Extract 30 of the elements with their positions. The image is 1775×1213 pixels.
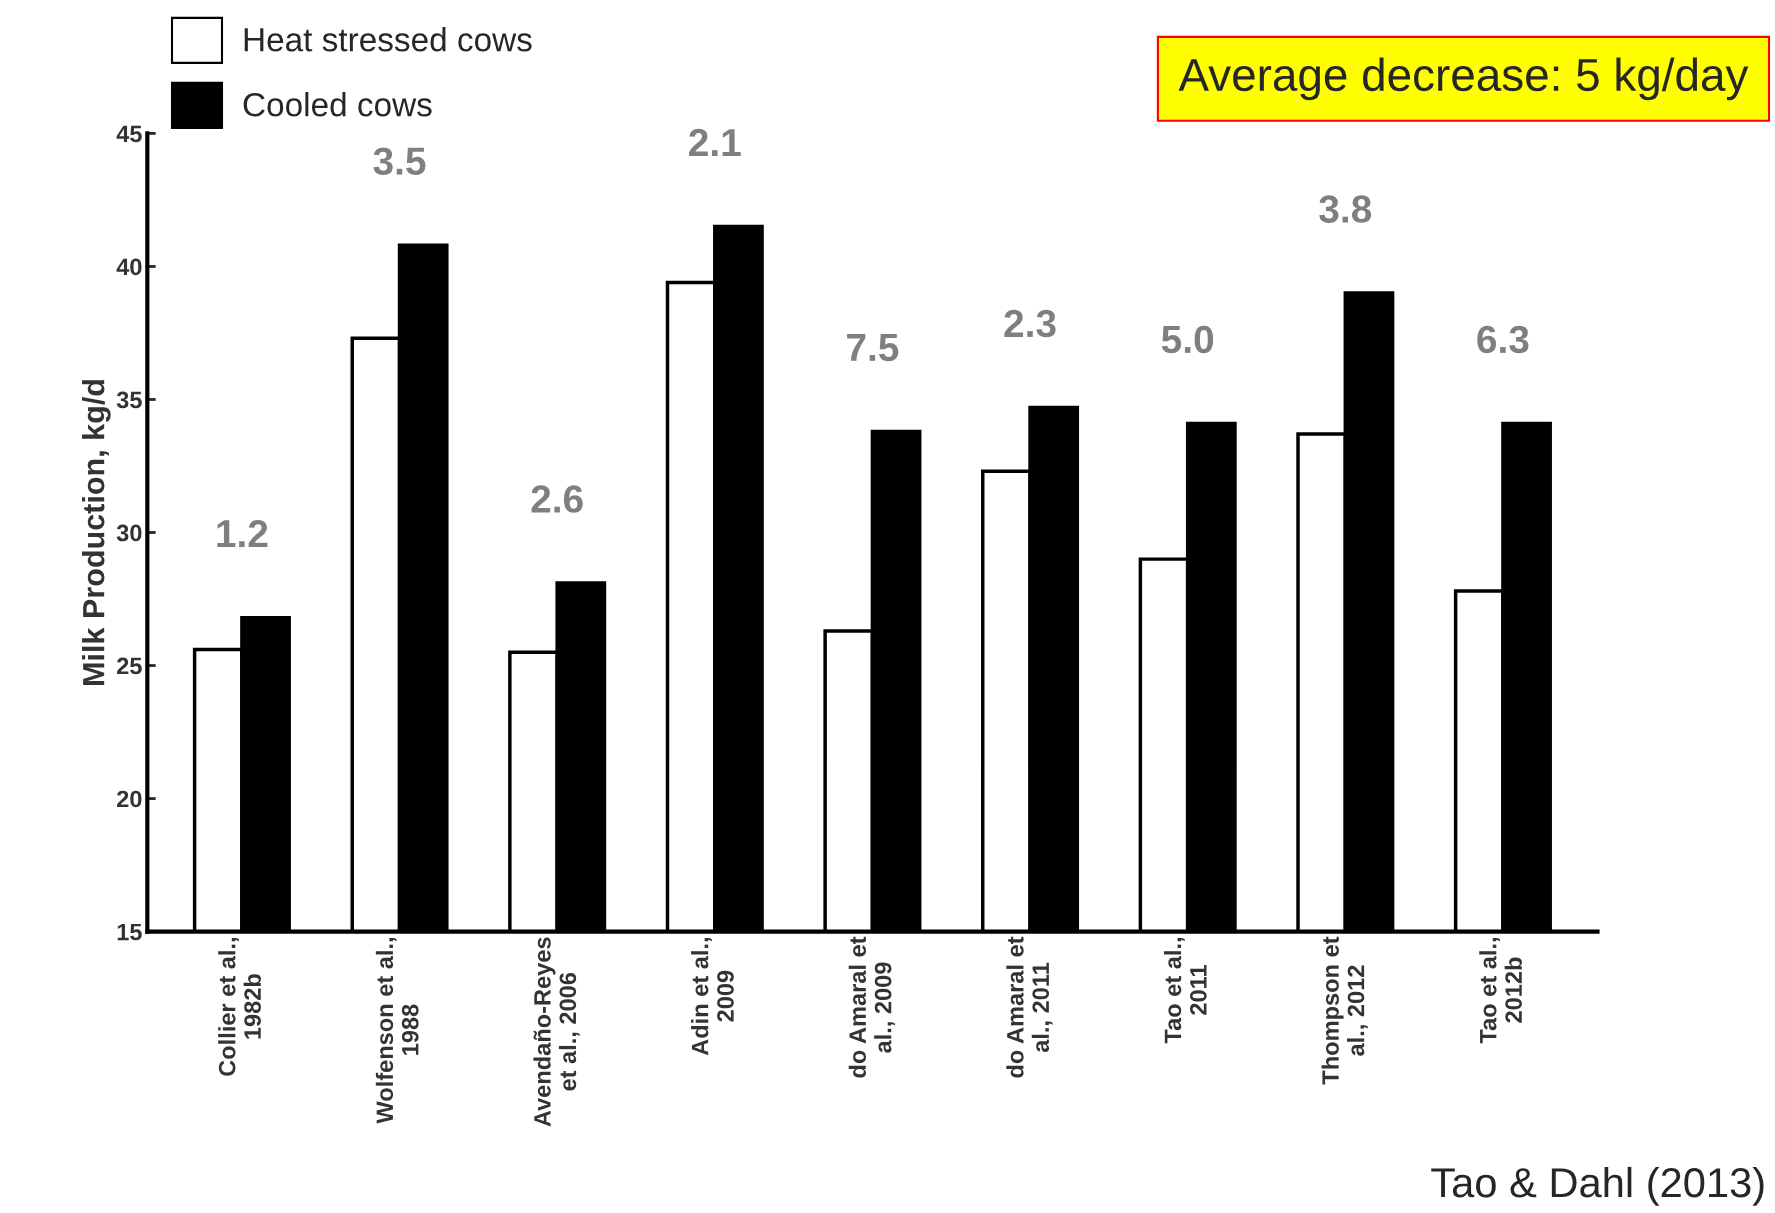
x-tick-label: Tao et al., 2012b (1479, 938, 1522, 1044)
annotation: 2.6 (531, 485, 583, 513)
y-tick-label: 35 (116, 391, 142, 409)
annotation: 2.3 (1004, 309, 1056, 338)
x-tick-label: Collier et al., 1982b (218, 938, 261, 1076)
x-tick-label: Adin et al., 2009 (691, 938, 734, 1056)
annotation: 6.3 (1477, 325, 1529, 354)
y-axis-title: Milk Production, kg/d (82, 380, 111, 685)
y-tick-label: 20 (117, 790, 142, 808)
y-tick-label: 45 (116, 125, 142, 143)
legend-label: Heat stressed cows (244, 27, 532, 52)
x-tick-label: Wolfenson et al., 1988 (375, 938, 419, 1124)
y-tick-label: 30 (116, 524, 142, 542)
x-tick-label: Tao et al., 2011 (1163, 938, 1207, 1044)
y-tick-label: 40 (116, 258, 142, 276)
annotation: 3.5 (373, 147, 426, 176)
x-tick-label: do Amaral et al., 2009 (848, 936, 895, 1078)
y-tick-label: 25 (117, 657, 142, 675)
x-tick-label: Avendaño-Reyes et al., 2006 (533, 937, 580, 1127)
annotation: 5.0 (1161, 325, 1214, 354)
annotation: 7.5 (847, 334, 899, 362)
annotation: 1.2 (217, 519, 268, 548)
x-tick-label: Thompson et al., 2012 (1321, 936, 1368, 1085)
y-tick-label: 15 (117, 923, 142, 941)
annotation: 3.8 (1319, 195, 1372, 223)
annotation: 2.1 (689, 128, 741, 156)
text: Average decrease: 5 kg/day (1178, 57, 1749, 101)
x-tick-label: do Amaral et al., 2011 (1006, 936, 1053, 1078)
text: Tao & Dahl (2013) (1431, 1166, 1764, 1206)
legend-label: Cooled cows (243, 92, 432, 117)
